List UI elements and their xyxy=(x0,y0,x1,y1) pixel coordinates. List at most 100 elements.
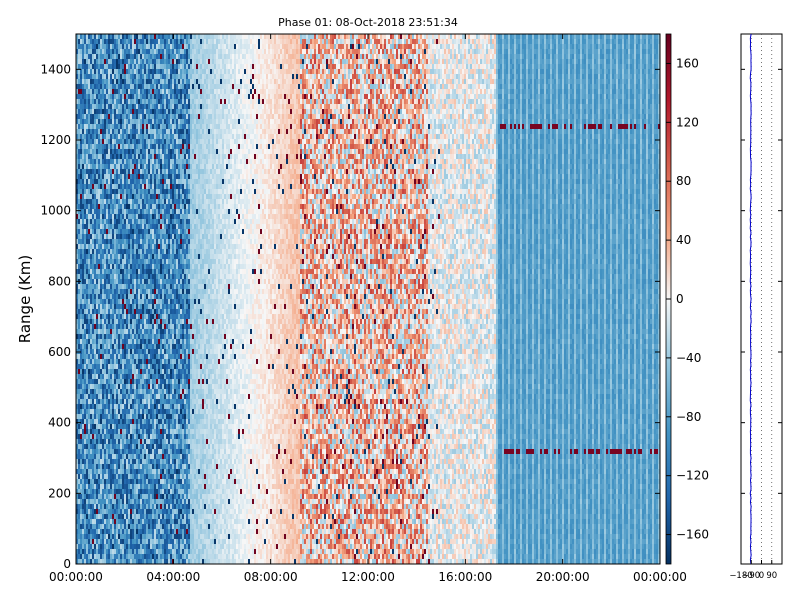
heatmap-cell xyxy=(94,224,97,230)
heatmap-cell xyxy=(124,509,127,515)
heatmap-cell xyxy=(150,184,153,190)
heatmap-cell xyxy=(114,224,117,230)
heatmap-cell xyxy=(118,294,121,300)
heatmap-cell xyxy=(86,489,89,495)
heatmap-cell xyxy=(80,529,83,535)
heatmap-cell xyxy=(106,474,109,480)
heatmap-cell xyxy=(98,359,101,365)
heatmap-cell xyxy=(108,199,111,205)
heatmap-cell xyxy=(126,364,129,370)
heatmap-cell xyxy=(158,279,161,285)
heatmap-cell xyxy=(152,379,155,385)
heatmap-cell xyxy=(132,154,135,160)
heatmap-cell xyxy=(150,149,153,155)
heatmap-cell xyxy=(84,554,87,560)
heatmap-cell xyxy=(136,279,139,285)
heatmap-cell xyxy=(134,89,137,95)
heatmap-cell xyxy=(132,414,135,420)
heatmap-cell xyxy=(78,434,81,440)
heatmap-cell xyxy=(80,104,83,110)
heatmap-cell xyxy=(146,289,149,295)
heatmap-cell xyxy=(158,549,161,555)
heatmap-cell xyxy=(80,519,83,525)
heatmap-cell xyxy=(98,354,101,360)
heatmap-cell xyxy=(136,429,139,435)
heatmap-cell xyxy=(102,74,105,80)
heatmap-cell xyxy=(80,64,83,70)
heatmap-cell xyxy=(158,344,161,350)
heatmap-cell xyxy=(86,354,89,360)
heatmap-cell xyxy=(108,489,111,495)
heatmap-cell xyxy=(92,49,95,55)
heatmap-cell xyxy=(124,559,127,565)
heatmap-cell xyxy=(102,184,105,190)
heatmap-cell xyxy=(122,454,125,460)
heatmap-cell xyxy=(128,399,131,405)
heatmap-cell xyxy=(128,124,131,130)
heatmap-cell xyxy=(156,334,159,340)
heatmap-cell xyxy=(86,559,89,565)
heatmap-cell xyxy=(104,519,107,525)
heatmap-cell xyxy=(156,179,159,185)
heatmap-cell xyxy=(88,329,91,335)
heatmap-cell xyxy=(104,254,107,260)
heatmap-cell xyxy=(144,379,147,385)
heatmap-cell xyxy=(102,194,105,200)
heatmap-cell xyxy=(136,539,139,545)
heatmap-cell xyxy=(136,94,139,100)
heatmap-cell xyxy=(116,154,119,160)
heatmap-cell xyxy=(100,214,103,220)
heatmap-cell xyxy=(114,364,117,370)
heatmap-cell xyxy=(84,224,87,230)
heatmap-cell xyxy=(116,44,119,50)
heatmap-cell xyxy=(116,274,119,280)
heatmap-cell xyxy=(130,49,133,55)
heatmap-cell xyxy=(140,434,143,440)
heatmap-cell xyxy=(168,164,171,170)
heatmap-cell xyxy=(108,399,111,405)
heatmap-cell xyxy=(122,249,125,255)
heatmap-cell xyxy=(102,154,105,160)
heatmap-cell xyxy=(94,229,97,235)
heatmap-cell xyxy=(166,514,169,520)
heatmap-cell xyxy=(150,324,153,330)
heatmap-cell xyxy=(128,329,131,335)
heatmap-cell xyxy=(168,484,171,490)
heatmap-cell xyxy=(104,139,107,145)
heatmap-cell xyxy=(132,134,135,140)
heatmap-cell xyxy=(150,384,153,390)
heatmap-cell xyxy=(92,434,95,440)
heatmap-cell xyxy=(102,54,105,60)
heatmap-cell xyxy=(90,339,93,345)
heatmap-cell xyxy=(104,279,107,285)
heatmap-cell xyxy=(144,59,147,65)
heatmap-cell xyxy=(168,509,171,515)
heatmap-cell xyxy=(154,374,157,380)
heatmap-cell xyxy=(92,329,95,335)
heatmap-cell xyxy=(90,269,93,275)
heatmap-cell xyxy=(166,234,169,240)
heatmap-cell xyxy=(116,209,119,215)
heatmap-cell xyxy=(120,469,123,475)
heatmap-cell xyxy=(152,534,155,540)
heatmap-cell xyxy=(168,119,171,125)
heatmap-cell xyxy=(128,59,131,65)
heatmap-cell xyxy=(128,339,131,345)
heatmap-cell xyxy=(108,434,111,440)
heatmap-cell xyxy=(140,449,143,455)
heatmap-cell xyxy=(120,34,123,40)
heatmap-cell xyxy=(118,59,121,65)
heatmap-cell xyxy=(128,419,131,425)
heatmap-cell xyxy=(148,404,151,410)
heatmap-cell xyxy=(80,129,83,135)
heatmap-cell xyxy=(94,329,97,335)
heatmap-cell xyxy=(86,509,89,515)
heatmap-cell xyxy=(116,144,119,150)
heatmap-cell xyxy=(140,539,143,545)
heatmap-cell xyxy=(124,129,127,135)
heatmap-cell xyxy=(76,314,79,320)
heatmap-cell xyxy=(86,154,89,160)
heatmap-cell xyxy=(112,219,115,225)
heatmap-cell xyxy=(122,524,125,530)
heatmap-cell xyxy=(108,219,111,225)
